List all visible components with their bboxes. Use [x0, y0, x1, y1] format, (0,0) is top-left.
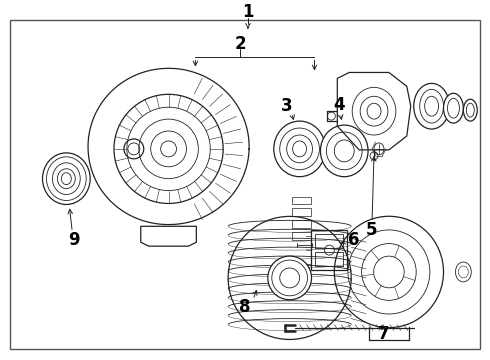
Text: 6: 6: [348, 231, 360, 249]
Bar: [292, 220, 312, 228]
Ellipse shape: [374, 143, 384, 155]
Ellipse shape: [268, 256, 312, 300]
Bar: [292, 208, 312, 216]
Text: 1: 1: [242, 3, 254, 21]
Text: 8: 8: [239, 298, 251, 316]
Text: 5: 5: [366, 221, 377, 239]
Ellipse shape: [443, 93, 464, 123]
Ellipse shape: [414, 84, 449, 129]
Bar: [312, 230, 347, 270]
Text: 4: 4: [334, 96, 345, 114]
Bar: [292, 197, 312, 204]
Ellipse shape: [464, 99, 477, 121]
Text: 7: 7: [378, 325, 390, 343]
Bar: [316, 234, 343, 248]
Ellipse shape: [43, 153, 90, 204]
Text: 9: 9: [69, 231, 80, 249]
Bar: [292, 232, 312, 240]
Text: 3: 3: [281, 97, 293, 115]
Ellipse shape: [455, 262, 471, 282]
Ellipse shape: [320, 125, 368, 177]
Bar: [316, 252, 343, 266]
Ellipse shape: [274, 121, 325, 177]
Text: 2: 2: [234, 35, 246, 53]
